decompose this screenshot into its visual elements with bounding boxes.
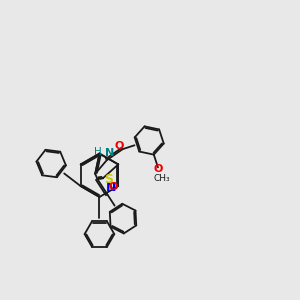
Text: S: S — [104, 173, 113, 186]
Text: O: O — [109, 182, 118, 192]
Text: N: N — [105, 148, 115, 158]
Text: CH₃: CH₃ — [153, 174, 170, 183]
Text: H: H — [94, 147, 101, 157]
Text: O: O — [114, 141, 124, 151]
Text: N: N — [106, 181, 116, 194]
Text: O: O — [154, 164, 163, 174]
